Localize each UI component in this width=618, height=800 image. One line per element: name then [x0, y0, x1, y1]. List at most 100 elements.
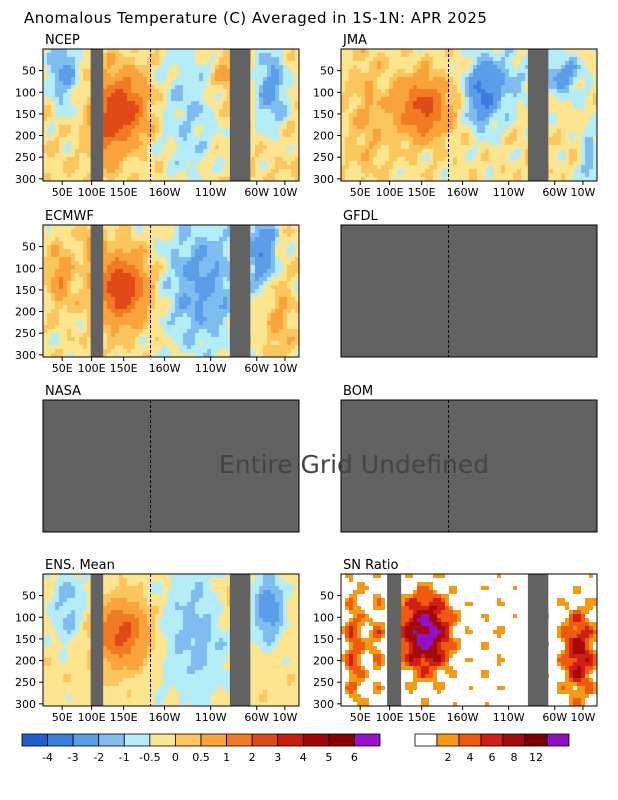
heatmap-cell	[361, 157, 366, 162]
heatmap-cell	[553, 141, 558, 146]
heatmap-cell	[291, 233, 296, 238]
heatmap-cell	[191, 89, 196, 94]
heatmap-cell	[353, 121, 358, 126]
heatmap-cell	[585, 85, 590, 90]
heatmap-cell	[341, 141, 346, 146]
heatmap-cell	[517, 57, 522, 62]
heatmap-cell	[417, 57, 422, 62]
heatmap-cell	[183, 101, 188, 106]
heatmap-cell	[497, 49, 502, 54]
heatmap-cell	[83, 109, 88, 114]
heatmap-cell	[199, 89, 204, 94]
heatmap-cell	[47, 125, 52, 130]
heatmap-cell	[167, 129, 172, 134]
heatmap-cell	[561, 117, 566, 122]
heatmap-cell	[397, 97, 402, 102]
heatmap-cell	[493, 149, 498, 154]
heatmap-cell	[151, 61, 156, 66]
heatmap-cell	[525, 145, 530, 150]
heatmap-cell	[405, 137, 410, 142]
heatmap-cell	[453, 117, 458, 122]
heatmap-cell	[461, 137, 466, 142]
heatmap-cell	[163, 53, 168, 58]
heatmap-cell	[513, 49, 518, 54]
heatmap-cell	[59, 105, 64, 110]
heatmap-cell	[283, 89, 288, 94]
heatmap-cell	[195, 61, 200, 66]
heatmap-cell	[163, 93, 168, 98]
heatmap-cell	[267, 113, 272, 118]
heatmap-cell	[75, 93, 80, 98]
heatmap-cell	[453, 65, 458, 70]
heatmap-cell	[553, 77, 558, 82]
heatmap-cell	[589, 153, 594, 158]
heatmap-cell	[183, 129, 188, 134]
heatmap-cell	[577, 161, 582, 166]
heatmap-cell	[287, 65, 292, 70]
heatmap-cell	[127, 49, 132, 54]
heatmap-cell	[365, 65, 370, 70]
heatmap-cell	[199, 225, 204, 230]
heatmap-cell	[481, 121, 486, 126]
heatmap-cell	[505, 65, 510, 70]
heatmap-cell	[517, 117, 522, 122]
heatmap-cell	[445, 133, 450, 138]
heatmap-cell	[429, 61, 434, 66]
heatmap-cell	[469, 161, 474, 166]
heatmap-cell	[43, 253, 48, 258]
heatmap-cell	[585, 97, 590, 102]
heatmap-cell	[215, 137, 220, 142]
heatmap-cell	[357, 121, 362, 126]
heatmap-cell	[341, 57, 346, 62]
heatmap-cell	[147, 65, 152, 70]
heatmap-cell	[199, 113, 204, 118]
heatmap-cell	[119, 253, 124, 258]
heatmap-cell	[509, 165, 514, 170]
heatmap-cell	[271, 253, 276, 258]
heatmap-cell	[263, 73, 268, 78]
heatmap-cell	[473, 61, 478, 66]
heatmap-cell	[103, 53, 108, 58]
heatmap-cell	[227, 257, 232, 262]
heatmap-cell	[255, 261, 260, 266]
heatmap-cell	[63, 81, 68, 86]
heatmap-cell	[111, 89, 116, 94]
x-tick-label: 10W	[272, 186, 297, 199]
heatmap-cell	[557, 141, 562, 146]
heatmap-cell	[283, 237, 288, 242]
heatmap-cell	[131, 53, 136, 58]
heatmap-cell	[453, 109, 458, 114]
heatmap-cell	[413, 109, 418, 114]
heatmap-cell	[151, 97, 156, 102]
heatmap-cell	[393, 133, 398, 138]
heatmap-cell	[63, 93, 68, 98]
heatmap-cell	[275, 73, 280, 78]
heatmap-cell	[199, 249, 204, 254]
heatmap-cell	[203, 73, 208, 78]
heatmap-cell	[71, 125, 76, 130]
heatmap-cell	[83, 73, 88, 78]
heatmap-cell	[521, 73, 526, 78]
heatmap-cell	[111, 173, 116, 178]
heatmap-cell	[179, 129, 184, 134]
heatmap-cell	[485, 121, 490, 126]
heatmap-cell	[417, 137, 422, 142]
heatmap-cell	[219, 101, 224, 106]
heatmap-cell	[421, 129, 426, 134]
heatmap-cell	[373, 93, 378, 98]
heatmap-cell	[405, 129, 410, 134]
heatmap-cell	[291, 237, 296, 242]
heatmap-cell	[525, 97, 530, 102]
heatmap-cell	[585, 69, 590, 74]
heatmap-cell	[373, 53, 378, 58]
heatmap-cell	[179, 53, 184, 58]
heatmap-cell	[259, 89, 264, 94]
heatmap-cell	[393, 157, 398, 162]
heatmap-cell	[481, 117, 486, 122]
heatmap-cell	[115, 161, 120, 166]
heatmap-cell	[565, 57, 570, 62]
heatmap-cell	[267, 157, 272, 162]
heatmap-cell	[509, 73, 514, 78]
heatmap-cell	[59, 161, 64, 166]
heatmap-cell	[585, 137, 590, 142]
